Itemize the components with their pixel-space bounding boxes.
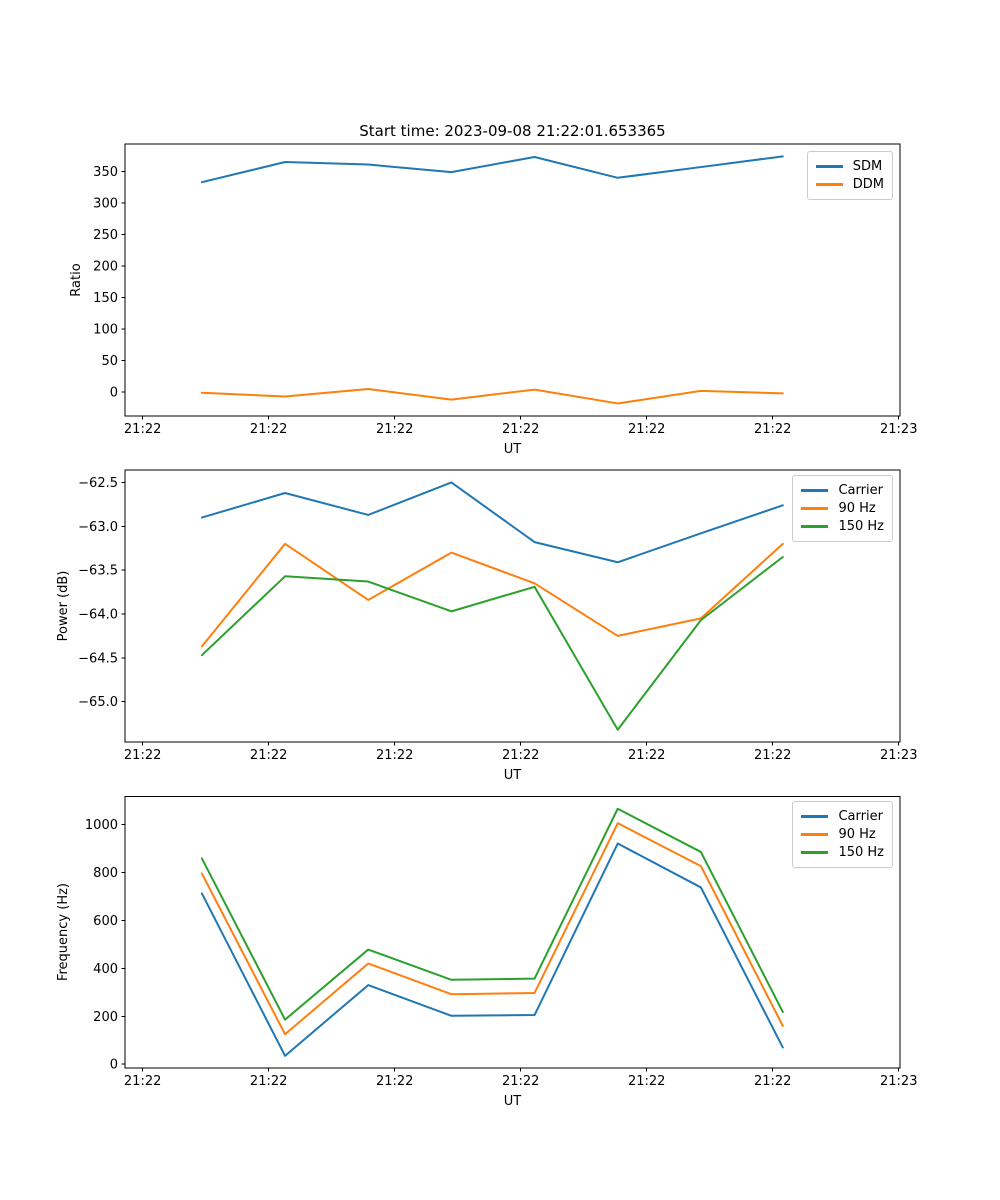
x-tick-label: 21:22 <box>250 1074 287 1089</box>
legend-entry-150hz: 150 Hz <box>801 519 884 534</box>
y-tick-label: 50 <box>101 354 118 369</box>
x-tick-label: 21:22 <box>376 1074 413 1089</box>
y-tick-label: 200 <box>93 260 118 275</box>
ratio-x-axis-label: UT <box>503 442 522 457</box>
90hz-line-swatch <box>801 833 829 836</box>
legend-label-90hz: 90 Hz <box>838 827 876 842</box>
legend-entry-150hz: 150 Hz <box>801 845 884 860</box>
y-tick-label: 350 <box>93 165 118 180</box>
legend-entry-90hz: 90 Hz <box>801 501 884 516</box>
axes-frame <box>124 143 901 417</box>
x-tick-label: 21:22 <box>250 422 287 437</box>
x-tick-label: 21:22 <box>376 748 413 763</box>
carrier-line-swatch <box>801 815 829 818</box>
series-line-sdm <box>200 155 784 184</box>
90hz-line-swatch <box>801 507 829 510</box>
power-x-axis-label: UT <box>503 768 522 783</box>
series-line-90-hz <box>200 542 784 648</box>
legend-label-carrier: Carrier <box>838 809 883 824</box>
y-tick-label: −65.0 <box>78 695 118 710</box>
series-line-150-hz <box>200 807 784 1021</box>
legend-label-90hz: 90 Hz <box>838 501 876 516</box>
x-tick-label: 21:22 <box>754 422 791 437</box>
x-tick-label: 21:22 <box>502 748 539 763</box>
y-tick-label: 0 <box>110 386 118 401</box>
figure-title: Start time: 2023-09-08 21:22:01.653365 <box>359 122 666 140</box>
series-line-90-hz <box>200 822 784 1036</box>
y-tick-label: −62.5 <box>78 476 118 491</box>
power-y-axis-label: Power (dB) <box>56 570 71 642</box>
x-tick-label: 21:22 <box>124 1074 161 1089</box>
series-line-carrier <box>200 481 784 564</box>
x-tick-label: 21:22 <box>502 1074 539 1089</box>
x-tick-label: 21:22 <box>628 1074 665 1089</box>
x-tick-label: 21:22 <box>628 748 665 763</box>
x-tick-label: 21:22 <box>250 748 287 763</box>
150hz-line-swatch <box>801 525 829 528</box>
subplot-1: 21:22 21:22 21:22 21:22 21:22 21:22 21:23 −62.5… <box>78 469 917 763</box>
legend-label-ddm: DDM <box>852 177 884 192</box>
y-tick-label: −64.5 <box>78 651 118 666</box>
y-tick-label: −63.0 <box>78 520 118 535</box>
series-line-150-hz <box>200 556 784 731</box>
x-tick-label: 21:22 <box>754 748 791 763</box>
y-tick-label: 100 <box>93 323 118 338</box>
axes-frame <box>124 469 901 743</box>
frequency-legend: Carrier 90 Hz 150 Hz <box>792 801 893 868</box>
y-tick-label: 800 <box>93 866 118 881</box>
y-tick-label: 600 <box>93 914 118 929</box>
x-tick-label: 21:22 <box>628 422 665 437</box>
y-tick-label: 200 <box>93 1010 118 1025</box>
x-tick-label: 21:22 <box>376 422 413 437</box>
ddm-line-swatch <box>815 183 843 186</box>
sdm-line-swatch <box>815 165 843 168</box>
legend-label-carrier: Carrier <box>838 483 883 498</box>
legend-label-150hz: 150 Hz <box>838 845 884 860</box>
subplot-2: 21:22 21:22 21:22 21:22 21:22 21:22 21:23 0 200 4… <box>85 795 917 1089</box>
legend-label-sdm: SDM <box>852 159 883 174</box>
150hz-line-swatch <box>801 851 829 854</box>
y-tick-label: 250 <box>93 228 118 243</box>
y-tick-label: −63.5 <box>78 564 118 579</box>
series-line-carrier <box>200 842 784 1057</box>
frequency-y-axis-label: Frequency (Hz) <box>56 882 71 982</box>
power-legend: Carrier 90 Hz 150 Hz <box>792 475 893 542</box>
legend-entry-ddm: DDM <box>815 177 884 192</box>
legend-entry-carrier: Carrier <box>801 483 884 498</box>
x-tick-label: 21:23 <box>880 748 917 763</box>
frequency-x-axis-label: UT <box>503 1094 522 1109</box>
y-tick-label: 1000 <box>85 818 118 833</box>
y-tick-label: −64.0 <box>78 607 118 622</box>
ratio-y-axis-label: Ratio <box>69 263 84 297</box>
y-tick-label: 0 <box>110 1058 118 1073</box>
legend-entry-90hz: 90 Hz <box>801 827 884 842</box>
y-tick-label: 300 <box>93 196 118 211</box>
y-tick-label: 400 <box>93 962 118 977</box>
y-tick-label: 150 <box>93 291 118 306</box>
x-tick-label: 21:22 <box>124 748 161 763</box>
axes-frame <box>124 795 901 1069</box>
x-tick-label: 21:22 <box>754 1074 791 1089</box>
subplot-0: 21:22 21:22 21:22 21:22 21:22 21:22 21:23 0 50 10… <box>93 143 917 437</box>
legend-entry-carrier: Carrier <box>801 809 884 824</box>
ratio-legend: SDM DDM <box>806 151 893 200</box>
x-tick-label: 21:22 <box>124 422 161 437</box>
legend-label-150hz: 150 Hz <box>838 519 884 534</box>
x-tick-label: 21:22 <box>502 422 539 437</box>
x-tick-label: 21:23 <box>880 422 917 437</box>
series-line-ddm <box>200 387 784 405</box>
legend-entry-sdm: SDM <box>815 159 884 174</box>
x-tick-label: 21:23 <box>880 1074 917 1089</box>
carrier-line-swatch <box>801 489 829 492</box>
